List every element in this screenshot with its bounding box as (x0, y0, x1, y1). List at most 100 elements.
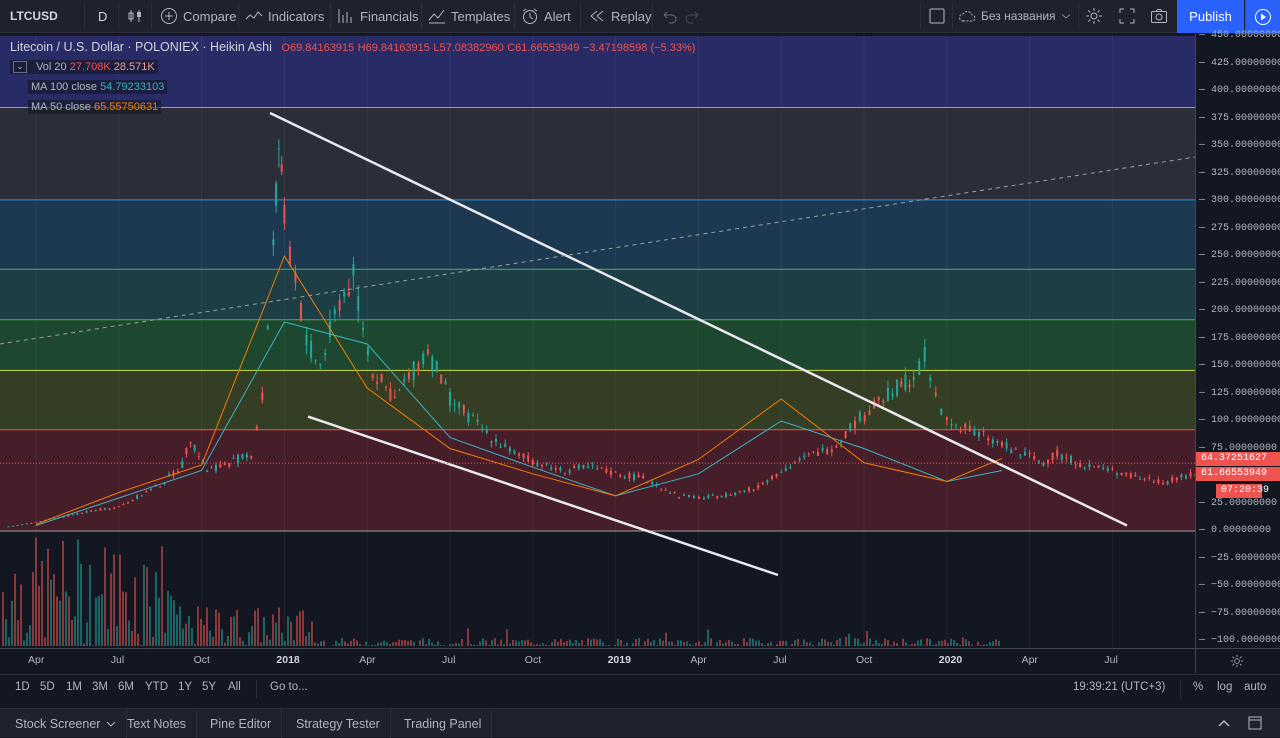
compare-label: Compare (183, 9, 236, 24)
candle-body (30, 523, 32, 524)
volume-bar (806, 642, 808, 646)
goto-button[interactable]: Go to... (270, 681, 308, 693)
candle-body (283, 205, 285, 223)
candle-body (730, 495, 732, 496)
tab-stock-screener[interactable]: Stock Screener (5, 709, 127, 738)
axis-settings-corner[interactable] (1195, 648, 1280, 673)
candle-body (343, 292, 345, 296)
volume-bar (71, 620, 73, 646)
fib-zone-4 (0, 320, 1195, 371)
candle-body (882, 401, 884, 403)
range-button-3m[interactable]: 3M (92, 681, 108, 693)
symbol-search[interactable]: LTCUSD (10, 0, 58, 32)
candle-body (978, 432, 980, 437)
templates-label: Templates (451, 9, 510, 24)
interval-button[interactable]: D (98, 0, 107, 32)
volume-bar (755, 641, 757, 646)
range-button-all[interactable]: All (228, 681, 241, 693)
candle-body (440, 375, 442, 384)
legend-volume[interactable]: ⌄ Vol 20 27.708K 28.571K (10, 60, 158, 74)
candle-body (693, 496, 695, 498)
volume-bar (986, 645, 988, 646)
top-toolbar: LTCUSD D Compare Indicators Financials T… (0, 0, 1280, 33)
collapse-chevron-icon[interactable]: ⌄ (13, 61, 27, 73)
volume-bar (323, 641, 325, 646)
candle-body (678, 497, 680, 498)
volume-bar (848, 634, 850, 646)
candle-body (463, 405, 465, 413)
volume-bar (983, 644, 985, 646)
percent-toggle[interactable]: % (1193, 681, 1203, 693)
range-button-6m[interactable]: 6M (118, 681, 134, 693)
tab-pine-editor[interactable]: Pine Editor (200, 709, 282, 738)
volume-bar (269, 640, 271, 646)
candle-body (26, 523, 28, 524)
templates-button[interactable]: Templates (428, 0, 510, 32)
candle-body (887, 388, 889, 401)
volume-bar (620, 640, 622, 646)
settings-button[interactable] (1085, 0, 1108, 32)
time-axis[interactable] (0, 648, 1195, 673)
volume-bar (509, 643, 511, 646)
range-button-1y[interactable]: 1Y (178, 681, 192, 693)
volume-bar (767, 643, 769, 646)
fullscreen-select-button[interactable] (928, 0, 951, 32)
financials-button[interactable]: Financials (337, 0, 419, 32)
play-button[interactable] (1245, 0, 1280, 33)
legend-ma50[interactable]: MA 50 close 65.55750631 (28, 100, 161, 114)
volume-bar (872, 644, 874, 646)
volume-bar (578, 643, 580, 646)
volume-bar (512, 640, 514, 646)
price-tick-label: — 175.00000000 (1199, 333, 1280, 344)
candle-body (532, 460, 534, 465)
legend-ma100[interactable]: MA 100 close 54.79233103 (28, 80, 167, 94)
volume-bar (671, 641, 673, 646)
candle-body (376, 382, 378, 384)
log-toggle[interactable]: log (1217, 681, 1232, 693)
undo-button[interactable] (660, 0, 683, 32)
maximize-icon[interactable] (1248, 716, 1262, 730)
candle-body (610, 471, 612, 475)
volume-bar (581, 640, 583, 646)
fullscreen-button[interactable] (1118, 0, 1141, 32)
volume-bar (497, 645, 499, 646)
range-button-ytd[interactable]: YTD (145, 681, 168, 693)
chevron-up-icon[interactable] (1217, 717, 1231, 729)
volume-bar (734, 644, 736, 646)
chart-pane[interactable] (0, 34, 1195, 648)
volume-bar (569, 640, 571, 646)
volume-bar (452, 644, 454, 646)
candle-body (762, 483, 764, 485)
indicators-button[interactable]: Indicators (245, 0, 324, 32)
candle-body (615, 472, 617, 473)
chart-style-button[interactable] (126, 0, 149, 32)
layout-menu[interactable]: Без названия (958, 0, 1077, 32)
volume-bar (356, 641, 358, 646)
candle-body (81, 513, 83, 514)
replay-button[interactable]: Replay (588, 0, 651, 32)
publish-button[interactable]: Publish (1177, 0, 1244, 33)
range-button-5d[interactable]: 5D (40, 681, 55, 693)
tab-strategy-tester[interactable]: Strategy Tester (286, 709, 391, 738)
range-button-1m[interactable]: 1M (66, 681, 82, 693)
tab-trading-panel[interactable]: Trading Panel (394, 709, 492, 738)
range-button-5y[interactable]: 5Y (202, 681, 216, 693)
candle-body (12, 526, 14, 527)
compare-button[interactable]: Compare (160, 0, 236, 32)
alert-button[interactable]: Alert (521, 0, 571, 32)
candle-body (509, 447, 511, 451)
candle-body (113, 508, 115, 509)
volume-bar (911, 644, 913, 646)
tab-text-notes[interactable]: Text Notes (117, 709, 197, 738)
price-chart[interactable] (0, 34, 1195, 648)
auto-toggle[interactable]: auto (1244, 681, 1266, 693)
volume-bar (86, 622, 88, 646)
clock[interactable]: 19:39:21 (UTC+3) (1073, 681, 1165, 693)
redo-button[interactable] (684, 0, 707, 32)
volume-bar (290, 622, 292, 646)
candle-body (490, 441, 492, 443)
snapshot-button[interactable] (1150, 0, 1173, 32)
range-button-1d[interactable]: 1D (15, 681, 30, 693)
candles-icon (126, 7, 144, 25)
gear-icon[interactable] (1230, 654, 1244, 668)
